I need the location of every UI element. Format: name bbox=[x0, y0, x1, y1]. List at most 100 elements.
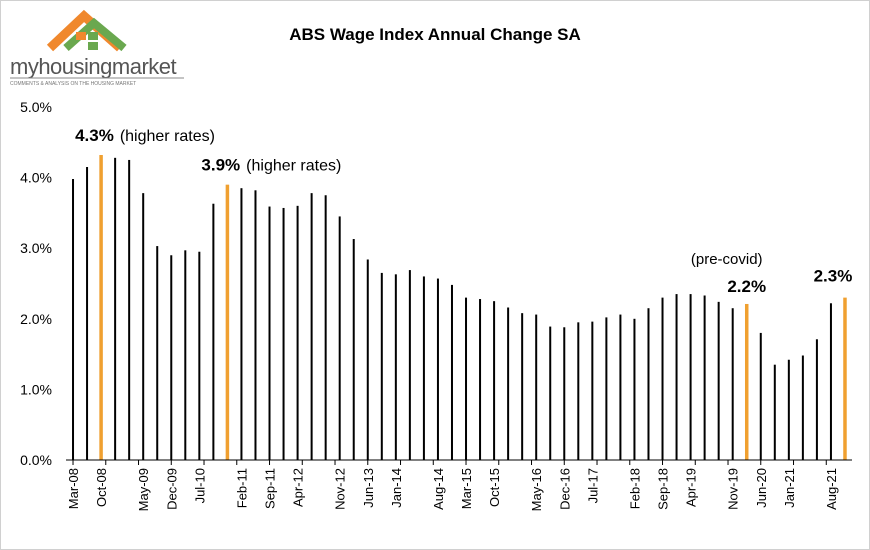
bar bbox=[422, 276, 425, 460]
bar bbox=[156, 246, 159, 460]
bar bbox=[591, 321, 594, 460]
x-tick-label: Apr-12 bbox=[291, 468, 306, 507]
x-tick-label: Jul-10 bbox=[192, 468, 207, 503]
bar bbox=[352, 239, 355, 460]
x-tick-label: Jan-14 bbox=[389, 468, 404, 508]
y-axis: 0.0% 1.0% 2.0% 3.0% 4.0% 5.0% bbox=[20, 99, 52, 468]
bar bbox=[128, 159, 131, 460]
annotation-note: (higher rates) bbox=[120, 128, 215, 145]
x-tick-label: Aug-21 bbox=[824, 468, 839, 510]
logo-brand-text: myhousingmarket bbox=[10, 54, 177, 79]
bar bbox=[521, 313, 524, 460]
bar bbox=[717, 301, 720, 460]
x-axis: Mar-08 Oct-08 May-09 Dec-09 Jul-10 Feb-11 Sep-… bbox=[66, 459, 852, 511]
bar bbox=[366, 259, 369, 460]
annotation-label: 3.9% (higher rates) bbox=[201, 156, 341, 175]
bar bbox=[815, 339, 818, 460]
bar bbox=[479, 299, 482, 460]
bar bbox=[801, 355, 804, 460]
bar-highlight bbox=[99, 155, 103, 460]
x-tick-label: Sep-11 bbox=[263, 468, 278, 509]
bar bbox=[647, 308, 650, 460]
x-tick-label: Apr-19 bbox=[684, 468, 699, 507]
x-tick-label: Mar-08 bbox=[66, 468, 81, 509]
logo-tagline: COMMENTS & ANALYSIS ON THE HOUSING MARKE… bbox=[10, 81, 136, 87]
x-tick-label: Dec-16 bbox=[557, 468, 572, 510]
bar bbox=[198, 251, 201, 460]
bar bbox=[605, 317, 608, 460]
bar bbox=[212, 203, 215, 461]
x-tick-label: Feb-18 bbox=[627, 468, 642, 509]
bar bbox=[549, 326, 552, 460]
annotation-value: 2.3% bbox=[814, 267, 853, 286]
bar bbox=[408, 270, 411, 460]
bar bbox=[493, 301, 496, 460]
bar bbox=[563, 327, 566, 460]
bar bbox=[254, 190, 257, 461]
bar bbox=[324, 195, 327, 460]
x-tick-label: Nov-19 bbox=[726, 468, 741, 510]
bar bbox=[731, 308, 734, 460]
bar bbox=[436, 278, 439, 460]
bar bbox=[380, 272, 383, 460]
bar bbox=[282, 207, 285, 460]
bar bbox=[689, 294, 692, 460]
bar bbox=[240, 188, 243, 460]
bar bbox=[338, 216, 341, 460]
brand-logo: myhousingmarket COMMENTS & ANALYSIS ON T… bbox=[8, 8, 188, 88]
bar bbox=[703, 295, 706, 460]
bar bbox=[86, 167, 89, 460]
annotation-value: 3.9% bbox=[201, 156, 240, 175]
bar bbox=[296, 205, 299, 460]
x-tick-label: May-16 bbox=[529, 468, 544, 511]
bar bbox=[829, 303, 832, 460]
bar bbox=[450, 284, 453, 460]
bar bbox=[170, 255, 173, 460]
x-tick-label: Aug-14 bbox=[431, 468, 446, 510]
bar bbox=[675, 294, 678, 460]
bar bbox=[268, 206, 271, 460]
bar bbox=[507, 307, 510, 460]
y-tick-label: 4.0% bbox=[20, 170, 52, 186]
x-tick-label: Feb-11 bbox=[234, 468, 249, 508]
bar bbox=[787, 359, 790, 460]
x-tick-label: Oct-15 bbox=[487, 468, 502, 507]
bar bbox=[184, 250, 187, 460]
y-tick-label: 2.0% bbox=[20, 311, 52, 327]
bar-highlight bbox=[843, 297, 847, 460]
bar bbox=[773, 364, 776, 460]
bars-group bbox=[72, 155, 847, 461]
y-tick-label: 5.0% bbox=[20, 99, 52, 115]
x-tick-label: Dec-09 bbox=[164, 468, 179, 510]
bar bbox=[619, 314, 622, 460]
x-tick-label: Jun-20 bbox=[754, 468, 769, 508]
x-tick-label: May-09 bbox=[136, 468, 151, 511]
bar bbox=[633, 318, 636, 460]
x-tick-label: Jun-13 bbox=[361, 468, 376, 508]
annotation-note: (pre-covid) bbox=[691, 251, 763, 268]
x-tick-label: Jan-21 bbox=[782, 468, 797, 508]
x-tick-label: Mar-15 bbox=[459, 468, 474, 509]
x-tick-label: Sep-18 bbox=[656, 468, 671, 510]
annotations-group: 4.3% (higher rates) 3.9% (higher rates) (pre… bbox=[75, 126, 852, 296]
bar bbox=[577, 322, 580, 460]
x-tick-label: Oct-08 bbox=[94, 468, 109, 507]
y-tick-label: 3.0% bbox=[20, 240, 52, 256]
chart-title: ABS Wage Index Annual Change SA bbox=[289, 25, 581, 44]
x-tick-label: Nov-12 bbox=[333, 468, 348, 510]
annotation-note: (higher rates) bbox=[246, 158, 341, 175]
bar-highlight bbox=[744, 303, 749, 460]
bar bbox=[661, 297, 664, 460]
bar bbox=[142, 193, 145, 460]
annotation-label: 4.3% (higher rates) bbox=[75, 126, 215, 145]
house-logo-icon: myhousingmarket COMMENTS & ANALYSIS ON T… bbox=[10, 9, 184, 87]
x-tick-label: Jul-17 bbox=[585, 468, 600, 503]
y-tick-label: 1.0% bbox=[20, 381, 52, 397]
bar-highlight bbox=[225, 184, 230, 460]
bar bbox=[114, 157, 117, 460]
annotation-value: 4.3% bbox=[75, 126, 114, 145]
bar bbox=[535, 314, 538, 460]
bar bbox=[759, 332, 762, 460]
bar bbox=[310, 193, 313, 460]
